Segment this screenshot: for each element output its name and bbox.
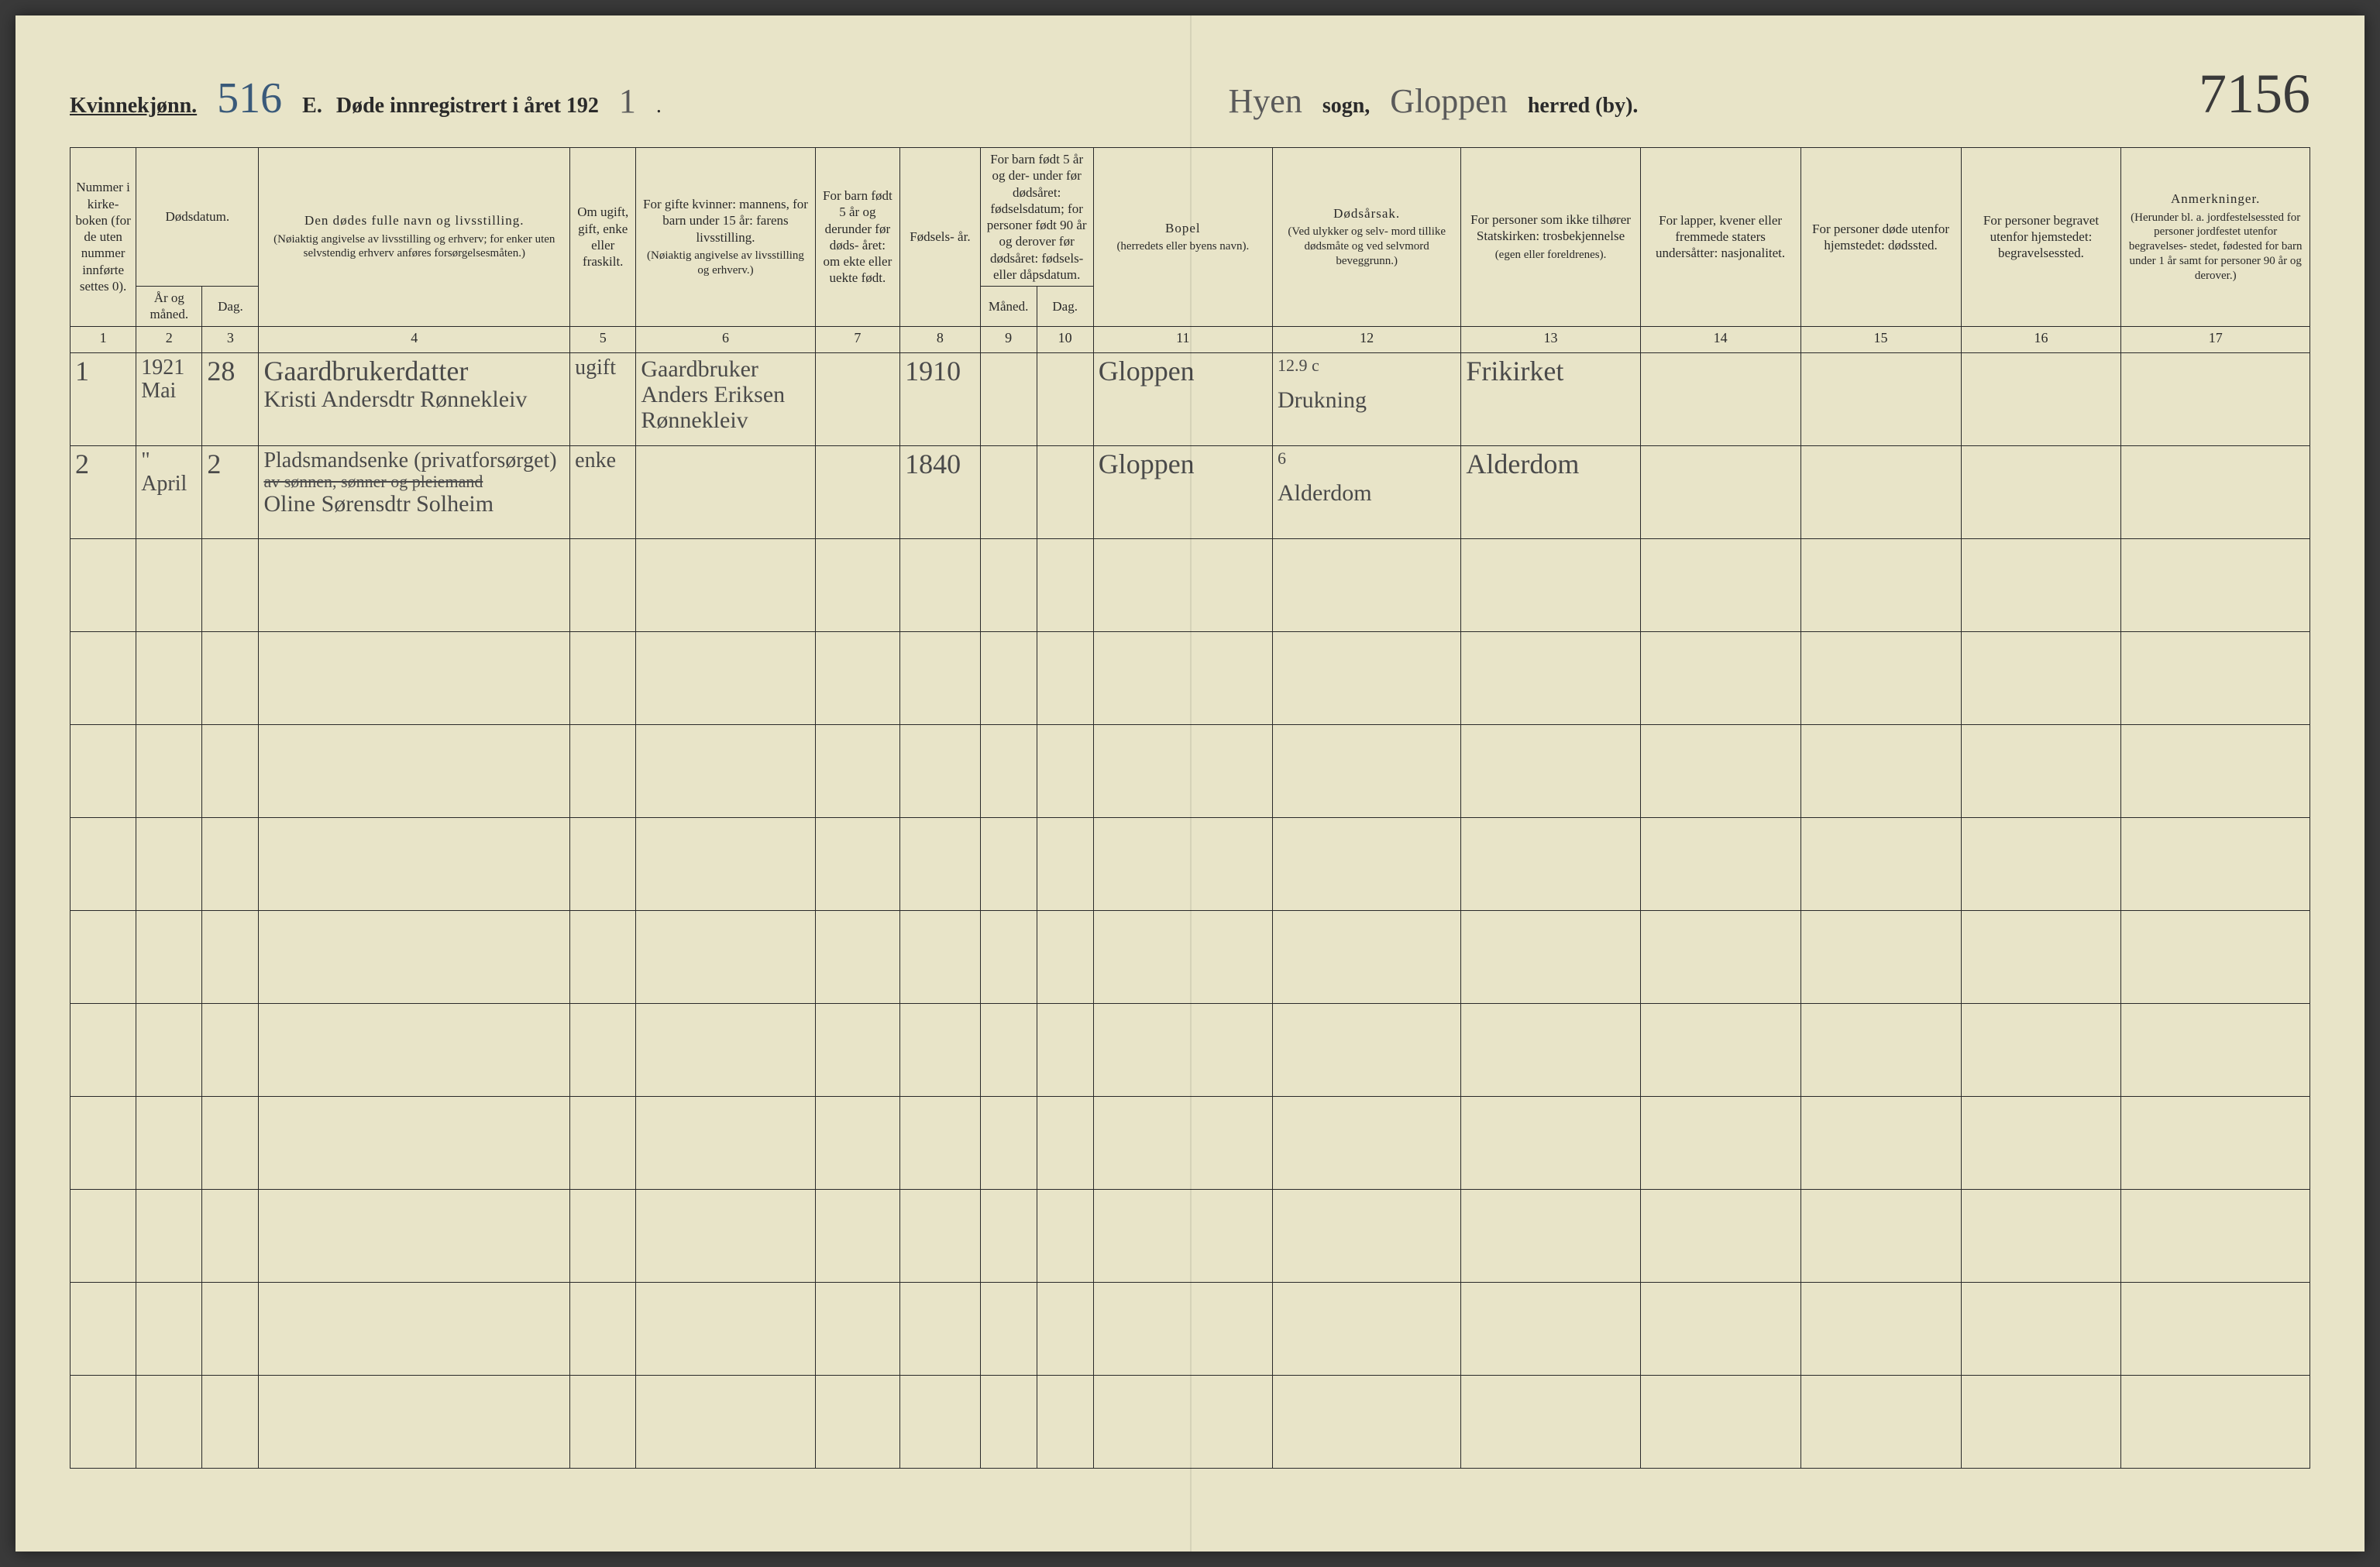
title-main: Døde innregistrert i året 192 bbox=[336, 94, 599, 119]
serial-number: 516 bbox=[211, 74, 288, 123]
col-header-16: For personer begravet utenfor hjemstedet… bbox=[1961, 148, 2121, 327]
page-header: Kvinnekjønn. 516 E. Døde innregistrert i… bbox=[70, 62, 2310, 124]
cell-name: Pladsmandsenke (privatforsørget) av sønn… bbox=[259, 445, 570, 538]
herred-label: herred (by). bbox=[1528, 94, 1639, 119]
cell-birth: 1910 bbox=[900, 352, 980, 445]
colnum: 14 bbox=[1640, 326, 1800, 352]
cell-c13: Frikirket bbox=[1461, 352, 1640, 445]
empty-row bbox=[71, 1096, 2310, 1189]
col-header-14: For lapper, kvener eller fremmede stater… bbox=[1640, 148, 1800, 327]
cell-c14 bbox=[1640, 445, 1800, 538]
cell-number: 2 bbox=[71, 445, 136, 538]
cell-c9 bbox=[980, 445, 1037, 538]
cell-c16 bbox=[1961, 352, 2121, 445]
cell-spouse bbox=[636, 445, 815, 538]
cell-c7 bbox=[815, 445, 900, 538]
col-header-5: Om ugift, gift, enke eller fraskilt. bbox=[570, 148, 636, 327]
col-header-15: For personer døde utenfor hjemstedet: dø… bbox=[1800, 148, 1961, 327]
table-row: 1 1921 Mai 28 Gaardbrukerdatter Kristi A… bbox=[71, 352, 2310, 445]
cell-c14 bbox=[1640, 352, 1800, 445]
colnum: 9 bbox=[980, 326, 1037, 352]
table-body: 1 2 3 4 5 6 7 8 9 10 11 12 13 14 15 16 1… bbox=[71, 326, 2310, 1468]
col-header-2b: Dag. bbox=[202, 287, 259, 327]
colnum: 6 bbox=[636, 326, 815, 352]
colnum: 8 bbox=[900, 326, 980, 352]
colnum: 16 bbox=[1961, 326, 2121, 352]
cell-c17 bbox=[2121, 352, 2310, 445]
colnum: 13 bbox=[1461, 326, 1640, 352]
cell-c15 bbox=[1800, 445, 1961, 538]
empty-row bbox=[71, 817, 2310, 910]
cell-year-month: 1921 Mai bbox=[136, 352, 202, 445]
colnum: 15 bbox=[1800, 326, 1961, 352]
cell-c7 bbox=[815, 352, 900, 445]
col-header-13: For personer som ikke tilhører Statskirk… bbox=[1461, 148, 1640, 327]
ledger-page: Kvinnekjønn. 516 E. Døde innregistrert i… bbox=[15, 15, 2365, 1552]
column-number-row: 1 2 3 4 5 6 7 8 9 10 11 12 13 14 15 16 1… bbox=[71, 326, 2310, 352]
colnum: 1 bbox=[71, 326, 136, 352]
col-header-6: For gifte kvinner: mannens, for barn und… bbox=[636, 148, 815, 327]
cell-day: 2 bbox=[202, 445, 259, 538]
colnum: 10 bbox=[1037, 326, 1093, 352]
cell-number: 1 bbox=[71, 352, 136, 445]
cell-cause: 6 Alderdom bbox=[1272, 445, 1460, 538]
cell-year-month: " April bbox=[136, 445, 202, 538]
col-header-7: For barn født 5 år og derunder før døds-… bbox=[815, 148, 900, 327]
empty-row bbox=[71, 1375, 2310, 1468]
cell-c10 bbox=[1037, 445, 1093, 538]
cell-name: Gaardbrukerdatter Kristi Andersdtr Rønne… bbox=[259, 352, 570, 445]
year-suffix: 1 bbox=[613, 81, 642, 121]
empty-row bbox=[71, 631, 2310, 724]
empty-row bbox=[71, 1003, 2310, 1096]
page-number: 7156 bbox=[2199, 62, 2310, 126]
col-header-910: For barn født 5 år og der- under før død… bbox=[980, 148, 1093, 287]
empty-row bbox=[71, 1189, 2310, 1282]
cell-residence: Gloppen bbox=[1093, 352, 1272, 445]
col-header-1: Nummer i kirke- boken (for de uten numme… bbox=[71, 148, 136, 327]
cell-spouse: Gaardbruker Anders Eriksen Rønnekleiv bbox=[636, 352, 815, 445]
ledger-table: Nummer i kirke- boken (for de uten numme… bbox=[70, 147, 2310, 1469]
colnum: 2 bbox=[136, 326, 202, 352]
colnum: 11 bbox=[1093, 326, 1272, 352]
colnum: 12 bbox=[1272, 326, 1460, 352]
cell-civil: enke bbox=[570, 445, 636, 538]
col-header-10: Dag. bbox=[1037, 287, 1093, 327]
title-period: . bbox=[656, 94, 662, 119]
cell-birth: 1840 bbox=[900, 445, 980, 538]
cell-c16 bbox=[1961, 445, 2121, 538]
col-header-12: Dødsårsak. (Ved ulykker og selv- mord ti… bbox=[1272, 148, 1460, 327]
cell-c10 bbox=[1037, 352, 1093, 445]
col-header-8: Fødsels- år. bbox=[900, 148, 980, 327]
col-header-17: Anmerkninger. (Herunder bl. a. jordfeste… bbox=[2121, 148, 2310, 327]
gender-label: Kvinnekjønn. bbox=[70, 94, 197, 119]
title-prefix: E. bbox=[302, 94, 322, 119]
colnum: 7 bbox=[815, 326, 900, 352]
sogn-value: Hyen bbox=[1223, 81, 1309, 121]
colnum: 3 bbox=[202, 326, 259, 352]
cell-residence: Gloppen bbox=[1093, 445, 1272, 538]
sogn-label: sogn, bbox=[1322, 94, 1370, 119]
herred-value: Gloppen bbox=[1384, 81, 1514, 121]
table-head: Nummer i kirke- boken (for de uten numme… bbox=[71, 148, 2310, 327]
colnum: 4 bbox=[259, 326, 570, 352]
col-header-2a: År og måned. bbox=[136, 287, 202, 327]
col-header-11: Bopel (herredets eller byens navn). bbox=[1093, 148, 1272, 327]
empty-row bbox=[71, 910, 2310, 1003]
cell-c9 bbox=[980, 352, 1037, 445]
cell-cause: 12.9 c Drukning bbox=[1272, 352, 1460, 445]
empty-row bbox=[71, 1282, 2310, 1375]
cell-day: 28 bbox=[202, 352, 259, 445]
colnum: 17 bbox=[2121, 326, 2310, 352]
col-header-2: Dødsdatum. bbox=[136, 148, 259, 287]
colnum: 5 bbox=[570, 326, 636, 352]
col-header-9: Måned. bbox=[980, 287, 1037, 327]
cell-civil: ugift bbox=[570, 352, 636, 445]
empty-row bbox=[71, 724, 2310, 817]
col-header-4: Den dødes fulle navn og livsstilling. (N… bbox=[259, 148, 570, 327]
table-row: 2 " April 2 Pladsmandsenke (privatforsør… bbox=[71, 445, 2310, 538]
cell-c13: Alderdom bbox=[1461, 445, 1640, 538]
cell-c15 bbox=[1800, 352, 1961, 445]
cell-c17 bbox=[2121, 445, 2310, 538]
empty-row bbox=[71, 538, 2310, 631]
